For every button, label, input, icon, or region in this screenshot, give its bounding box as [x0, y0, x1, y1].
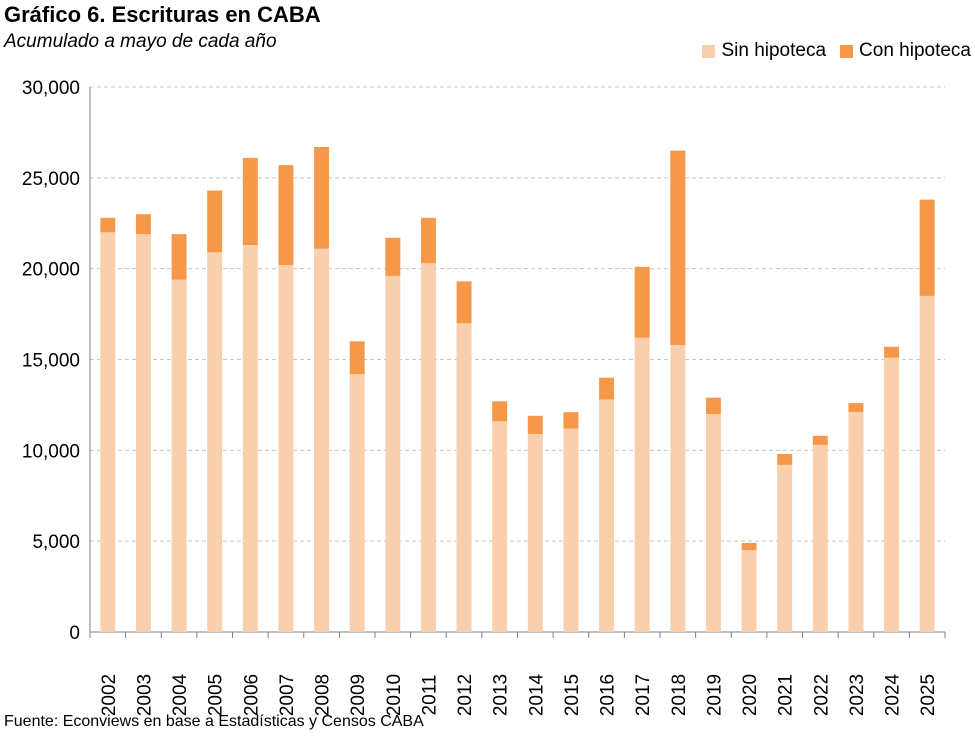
x-tick-label: 2021 — [776, 674, 797, 716]
bar-sin-hipoteca — [135, 234, 151, 632]
bar-sin-hipoteca — [670, 344, 686, 632]
bar-sin-hipoteca — [884, 357, 900, 632]
x-tick-label: 2004 — [170, 673, 191, 716]
bar-con-hipoteca — [456, 281, 472, 324]
bar-con-hipoteca — [207, 190, 223, 253]
x-tick-label: 2020 — [740, 674, 761, 716]
x-tick-label: 2002 — [99, 674, 120, 716]
bar-con-hipoteca — [314, 146, 330, 249]
x-tick-label: 2006 — [241, 674, 262, 716]
y-tick-label: 10,000 — [22, 441, 80, 462]
source-note: Fuente: Econviews en base a Estadísticas… — [4, 713, 424, 730]
bar-con-hipoteca — [812, 435, 828, 445]
bar-con-hipoteca — [420, 217, 436, 264]
legend-label-con-hipoteca: Con hipoteca — [859, 40, 971, 61]
bar-con-hipoteca — [171, 234, 187, 280]
bar-con-hipoteca — [634, 266, 650, 338]
x-tick-label: 2003 — [134, 674, 155, 716]
legend: Sin hipoteca Con hipoteca — [694, 40, 971, 62]
chart-title: Gráfico 6. Escrituras en CABA — [4, 2, 321, 27]
x-tick-label: 2016 — [598, 674, 619, 716]
bar-sin-hipoteca — [848, 412, 864, 632]
x-tick-label: 2011 — [419, 675, 440, 716]
x-tick-label: 2009 — [348, 674, 369, 716]
bar-con-hipoteca — [349, 341, 365, 375]
x-tick-label: 2014 — [526, 673, 547, 716]
x-tick-label: 2022 — [811, 674, 832, 716]
bar-con-hipoteca — [527, 415, 543, 434]
x-tick-label: 2023 — [847, 674, 868, 716]
bar-sin-hipoteca — [278, 265, 294, 632]
bar-sin-hipoteca — [314, 248, 330, 632]
legend-swatch-con-hipoteca — [840, 44, 854, 58]
x-tick-label: 2008 — [313, 674, 334, 716]
bar-con-hipoteca — [242, 157, 258, 246]
y-tick-label: 30,000 — [22, 78, 80, 99]
x-tick-label: 2025 — [918, 674, 939, 716]
x-tick-label: 2012 — [455, 674, 476, 716]
y-tick-label: 15,000 — [22, 351, 80, 372]
bar-sin-hipoteca — [741, 550, 757, 632]
bar-con-hipoteca — [278, 165, 294, 266]
bar-con-hipoteca — [848, 403, 864, 413]
x-tick-label: 2024 — [883, 673, 904, 716]
x-tick-label: 2018 — [669, 674, 690, 716]
bar-sin-hipoteca — [456, 323, 472, 632]
bar-sin-hipoteca — [527, 433, 543, 632]
x-tick-label: 2019 — [704, 674, 725, 716]
legend-swatch-sin-hipoteca — [702, 44, 716, 58]
bar-con-hipoteca — [563, 412, 579, 429]
bar-con-hipoteca — [599, 377, 615, 400]
x-tick-label: 2007 — [277, 674, 298, 716]
bar-sin-hipoteca — [599, 399, 615, 632]
bar-sin-hipoteca — [634, 337, 650, 632]
bar-con-hipoteca — [670, 150, 686, 345]
chart-subtitle: Acumulado a mayo de cada año — [4, 31, 277, 52]
bar-con-hipoteca — [492, 401, 508, 422]
bar-con-hipoteca — [385, 237, 401, 276]
y-tick-label: 25,000 — [22, 169, 80, 190]
bar-sin-hipoteca — [777, 464, 793, 632]
bar-sin-hipoteca — [385, 275, 401, 632]
y-tick-label: 0 — [69, 623, 80, 644]
bar-sin-hipoteca — [919, 295, 935, 632]
bar-sin-hipoteca — [563, 428, 579, 632]
bar-sin-hipoteca — [171, 279, 187, 632]
bar-sin-hipoteca — [349, 374, 365, 632]
y-tick-label: 20,000 — [22, 260, 80, 281]
bar-sin-hipoteca — [705, 414, 721, 632]
bar-con-hipoteca — [741, 542, 757, 551]
bar-con-hipoteca — [705, 397, 721, 414]
bar-sin-hipoteca — [100, 232, 116, 633]
x-tick-label: 2010 — [384, 674, 405, 716]
bar-con-hipoteca — [777, 453, 793, 465]
bar-con-hipoteca — [919, 199, 935, 296]
bar-sin-hipoteca — [207, 252, 223, 633]
legend-label-sin-hipoteca: Sin hipoteca — [721, 40, 827, 61]
bar-sin-hipoteca — [242, 245, 258, 633]
bar-con-hipoteca — [884, 346, 900, 358]
bar-sin-hipoteca — [492, 421, 508, 632]
x-tick-label: 2005 — [206, 674, 227, 716]
bar-sin-hipoteca — [812, 444, 828, 632]
bar-con-hipoteca — [100, 217, 116, 233]
x-tick-label: 2015 — [562, 674, 583, 716]
x-tick-label: 2013 — [491, 674, 512, 716]
y-tick-label: 5,000 — [32, 532, 80, 553]
bar-con-hipoteca — [135, 214, 151, 235]
x-tick-label: 2017 — [633, 674, 654, 716]
bar-sin-hipoteca — [420, 263, 436, 632]
